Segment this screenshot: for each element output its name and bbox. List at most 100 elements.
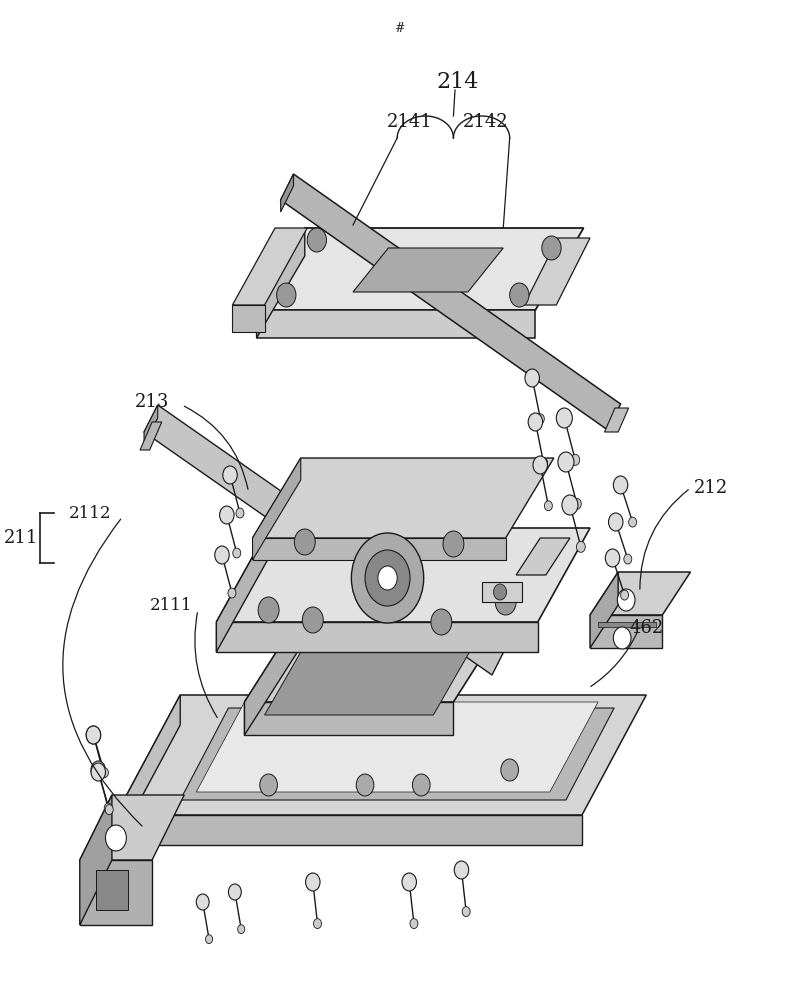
Circle shape: [236, 508, 244, 518]
Circle shape: [410, 919, 418, 929]
Polygon shape: [482, 582, 522, 602]
Circle shape: [525, 369, 539, 387]
Polygon shape: [253, 458, 301, 560]
Polygon shape: [281, 174, 621, 430]
Polygon shape: [524, 238, 590, 305]
Circle shape: [624, 554, 632, 564]
Circle shape: [277, 283, 296, 307]
Circle shape: [86, 726, 101, 744]
Circle shape: [223, 466, 237, 484]
Circle shape: [501, 759, 519, 781]
Circle shape: [206, 935, 212, 944]
Circle shape: [351, 533, 424, 623]
Circle shape: [258, 597, 279, 623]
Polygon shape: [80, 860, 152, 925]
Circle shape: [562, 495, 578, 515]
Circle shape: [228, 884, 241, 900]
Polygon shape: [232, 228, 307, 305]
Circle shape: [100, 768, 108, 778]
Polygon shape: [598, 622, 656, 627]
Circle shape: [537, 414, 544, 424]
Circle shape: [412, 774, 430, 796]
Polygon shape: [253, 458, 554, 538]
Circle shape: [613, 476, 628, 494]
Polygon shape: [216, 528, 269, 652]
Circle shape: [314, 919, 321, 929]
Circle shape: [556, 408, 572, 428]
Circle shape: [260, 774, 278, 796]
Circle shape: [571, 454, 579, 465]
Polygon shape: [253, 538, 506, 560]
Circle shape: [431, 609, 452, 635]
Text: 2112: 2112: [69, 504, 111, 522]
Polygon shape: [590, 572, 618, 648]
Text: 2142: 2142: [462, 113, 508, 131]
Polygon shape: [96, 870, 128, 910]
Circle shape: [307, 228, 327, 252]
Polygon shape: [116, 695, 180, 845]
Text: 462: 462: [629, 619, 663, 637]
Text: #: #: [394, 21, 404, 34]
Text: 2111: 2111: [149, 596, 192, 613]
Polygon shape: [245, 702, 454, 735]
Circle shape: [528, 413, 542, 431]
Polygon shape: [516, 538, 570, 575]
Circle shape: [91, 761, 106, 779]
Polygon shape: [265, 638, 478, 715]
Circle shape: [86, 726, 101, 744]
Polygon shape: [604, 408, 629, 432]
Circle shape: [629, 517, 637, 527]
Circle shape: [617, 589, 635, 611]
Circle shape: [576, 541, 585, 552]
Polygon shape: [140, 422, 161, 450]
Circle shape: [238, 925, 245, 934]
Polygon shape: [281, 174, 294, 212]
Polygon shape: [232, 305, 265, 332]
Circle shape: [510, 283, 529, 307]
Circle shape: [105, 805, 113, 815]
Polygon shape: [353, 248, 504, 292]
Polygon shape: [590, 615, 663, 648]
Polygon shape: [116, 695, 646, 815]
Circle shape: [220, 506, 234, 524]
Circle shape: [558, 452, 574, 472]
Polygon shape: [144, 405, 506, 675]
Circle shape: [232, 548, 240, 558]
Polygon shape: [180, 708, 614, 800]
Polygon shape: [216, 622, 537, 652]
Polygon shape: [257, 310, 535, 338]
Circle shape: [356, 774, 374, 796]
Text: 212: 212: [693, 479, 728, 497]
Circle shape: [402, 873, 416, 891]
Circle shape: [545, 501, 552, 511]
Circle shape: [608, 513, 623, 531]
Circle shape: [365, 550, 410, 606]
Circle shape: [91, 763, 106, 781]
Text: 211: 211: [4, 529, 38, 547]
Polygon shape: [80, 795, 112, 925]
Polygon shape: [257, 228, 583, 310]
Circle shape: [495, 589, 516, 615]
Circle shape: [462, 907, 470, 917]
Circle shape: [494, 584, 507, 600]
Polygon shape: [590, 572, 691, 615]
Circle shape: [303, 607, 324, 633]
Circle shape: [306, 873, 320, 891]
Circle shape: [454, 861, 469, 879]
Polygon shape: [216, 528, 590, 622]
Circle shape: [621, 590, 629, 600]
Polygon shape: [257, 228, 305, 338]
Polygon shape: [116, 815, 582, 845]
Circle shape: [541, 236, 561, 260]
Polygon shape: [144, 405, 157, 445]
Circle shape: [104, 803, 112, 813]
Polygon shape: [245, 620, 506, 702]
Text: 2141: 2141: [387, 113, 432, 131]
Circle shape: [572, 498, 581, 509]
Circle shape: [196, 894, 209, 910]
Circle shape: [533, 456, 547, 474]
Circle shape: [228, 588, 236, 598]
Circle shape: [106, 825, 127, 851]
Circle shape: [613, 627, 631, 649]
Polygon shape: [245, 620, 297, 735]
